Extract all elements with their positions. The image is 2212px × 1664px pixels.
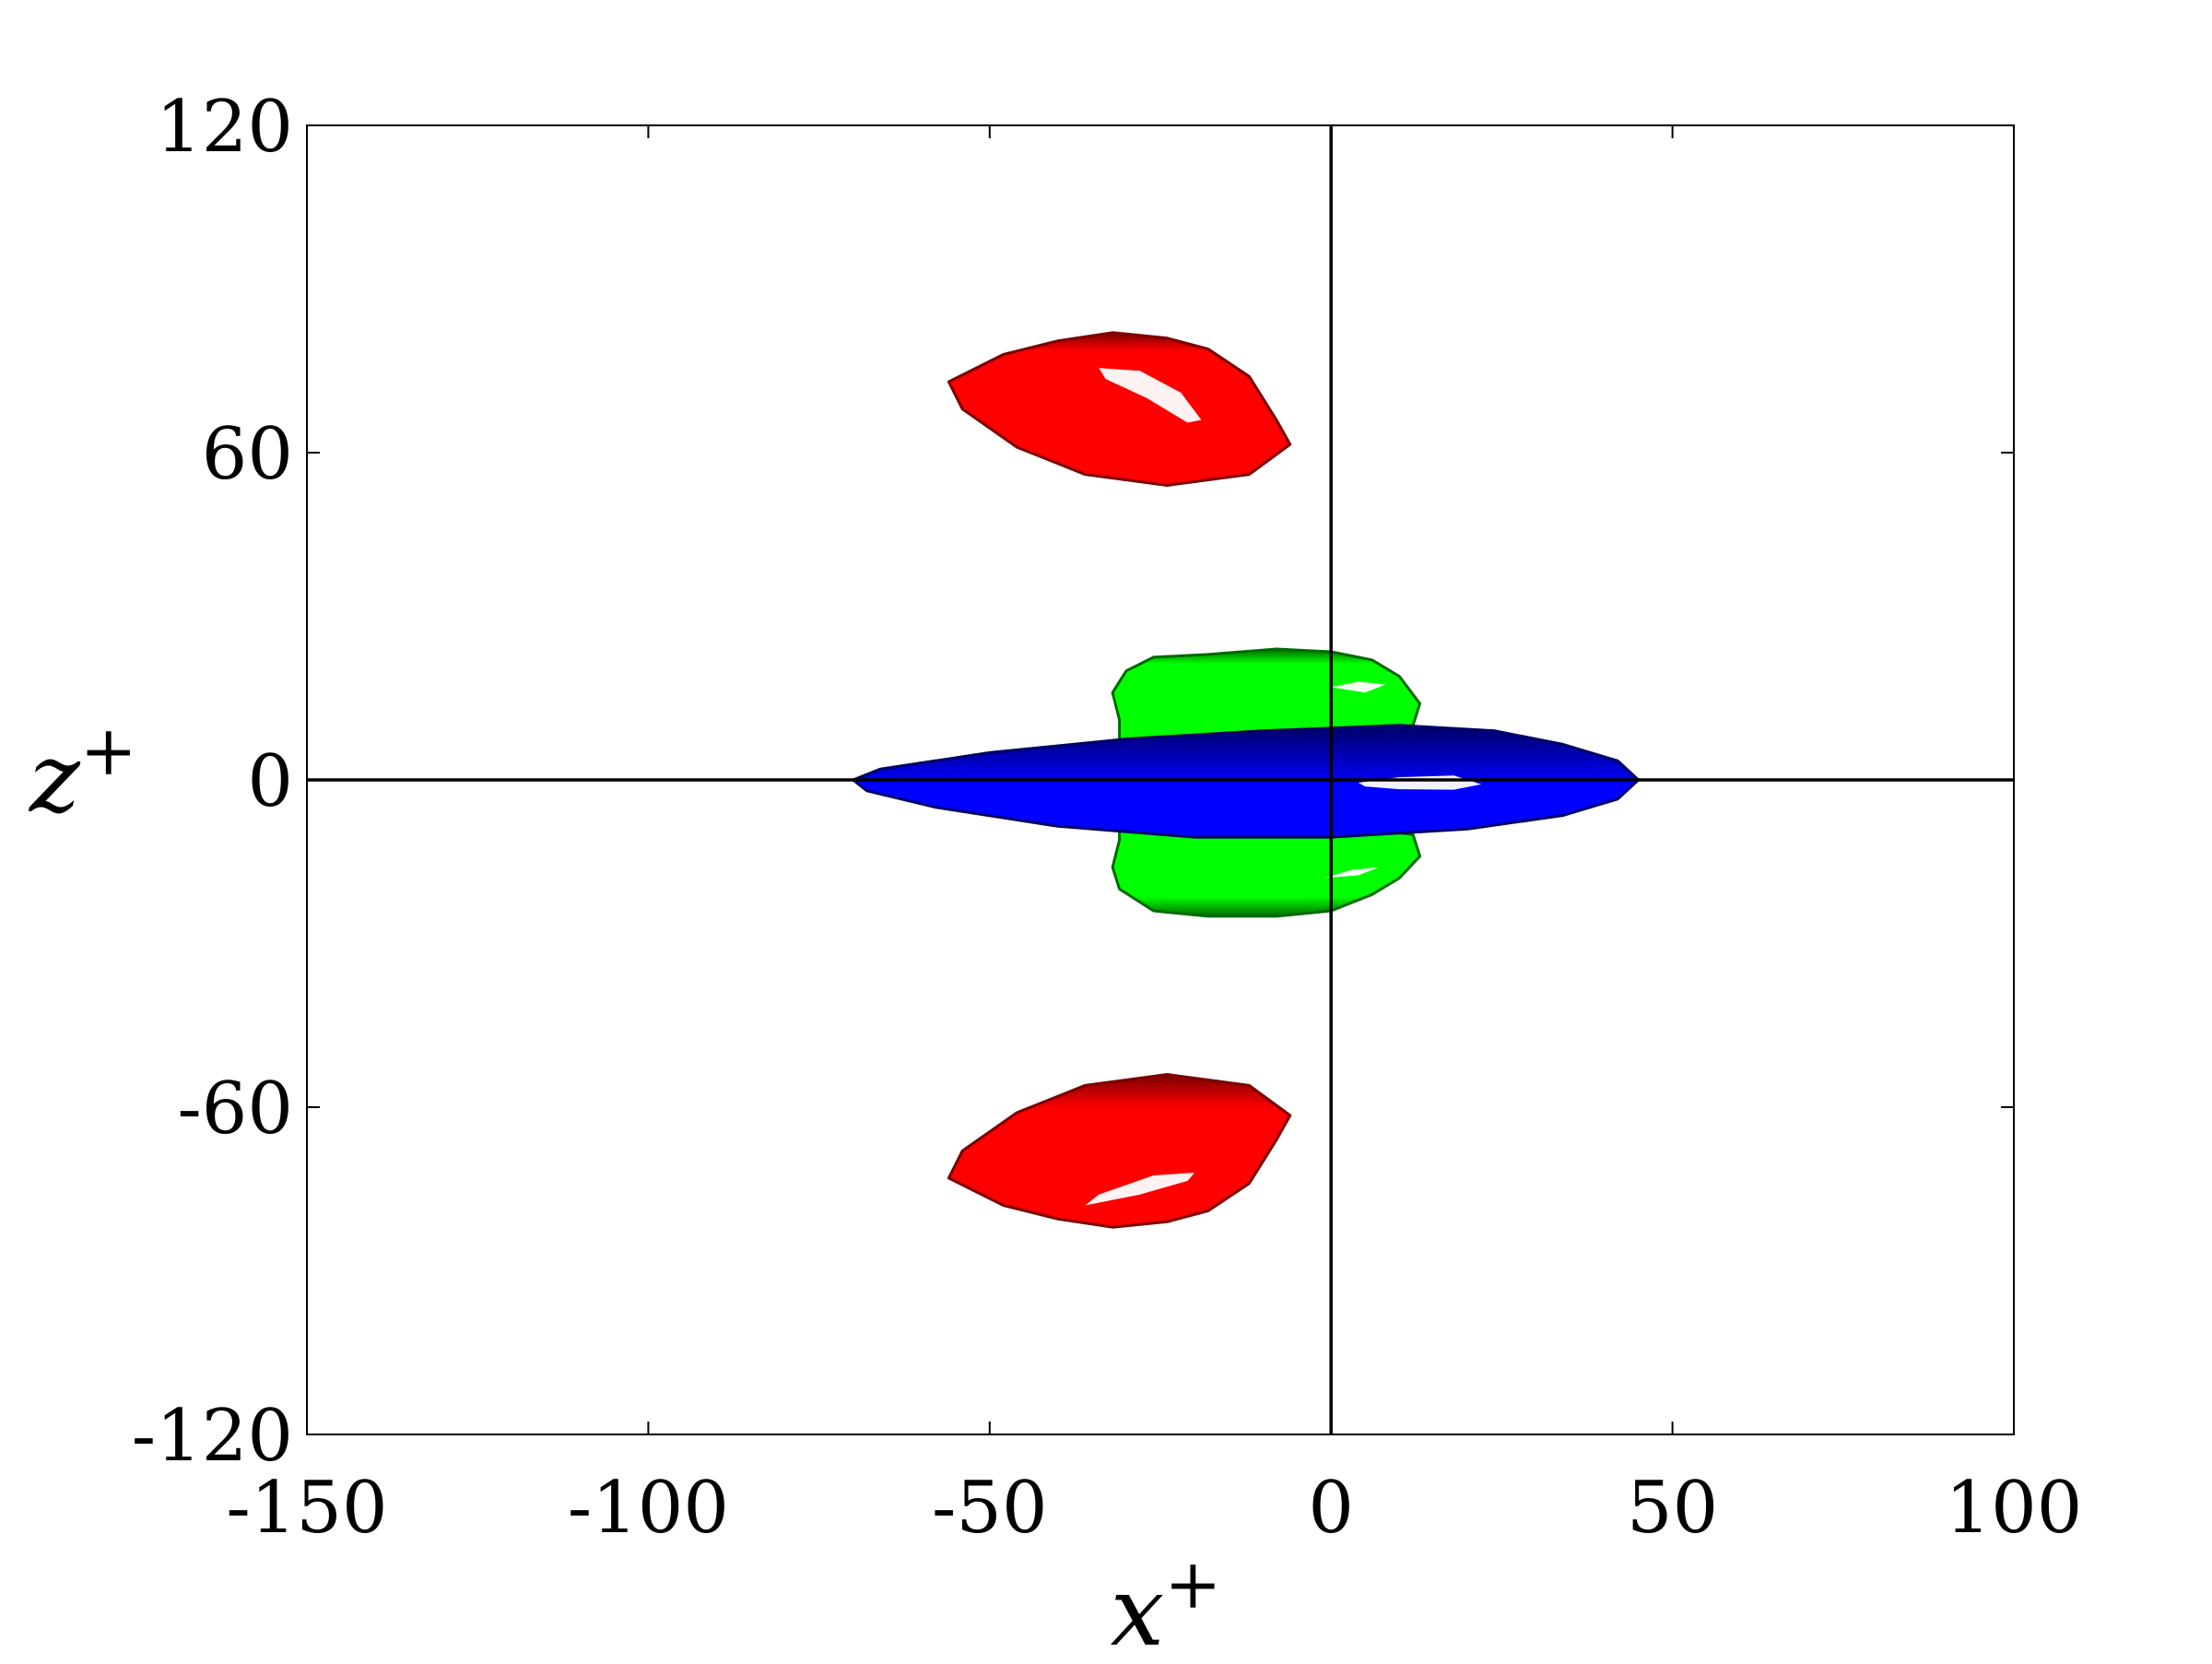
- reference-line-layer: [307, 125, 2014, 1434]
- y-tick-label: -120: [132, 1395, 293, 1478]
- x-axis-label: x+: [1111, 1545, 1222, 1659]
- y-tick-label: -60: [177, 1068, 293, 1151]
- x-tick-label: 50: [1627, 1467, 1718, 1550]
- y-axis-label-superscript: +: [80, 712, 137, 791]
- x-axis-label-text: x: [1111, 1555, 1165, 1659]
- red-lower-surface: [947, 1073, 1292, 1229]
- y-axis-label: z+: [28, 712, 137, 834]
- y-tick-label: 120: [156, 86, 293, 169]
- x-tick-label: 100: [1946, 1467, 2083, 1550]
- y-axis-label-text: z: [28, 722, 81, 834]
- red-lower-highlight: [1085, 1173, 1194, 1206]
- axes-frame-layer: [306, 124, 2015, 1435]
- x-tick-label: 0: [1308, 1467, 1354, 1550]
- y-tick-label: 60: [202, 413, 293, 496]
- x-tick-label: -50: [932, 1467, 1048, 1550]
- red-lower-region: [947, 1073, 1292, 1229]
- x-axis-label-superscript: +: [1164, 1545, 1221, 1624]
- region-layer: [852, 331, 1641, 1229]
- axis-label-layer: x+ z+: [28, 712, 1222, 1664]
- green-upper-highlight: [1331, 681, 1386, 693]
- red-upper-region: [947, 331, 1292, 487]
- green-lower-highlight: [1324, 867, 1380, 879]
- red-upper-surface: [947, 331, 1292, 487]
- x-tick-label: -150: [226, 1467, 387, 1550]
- y-tick-label: 0: [247, 740, 293, 823]
- x-tick-label: -100: [568, 1467, 729, 1550]
- red-upper-highlight: [1099, 368, 1202, 423]
- tick-label-layer: -150 -100 -50 0 50 100 -120 -60 0 60 120: [132, 86, 2083, 1550]
